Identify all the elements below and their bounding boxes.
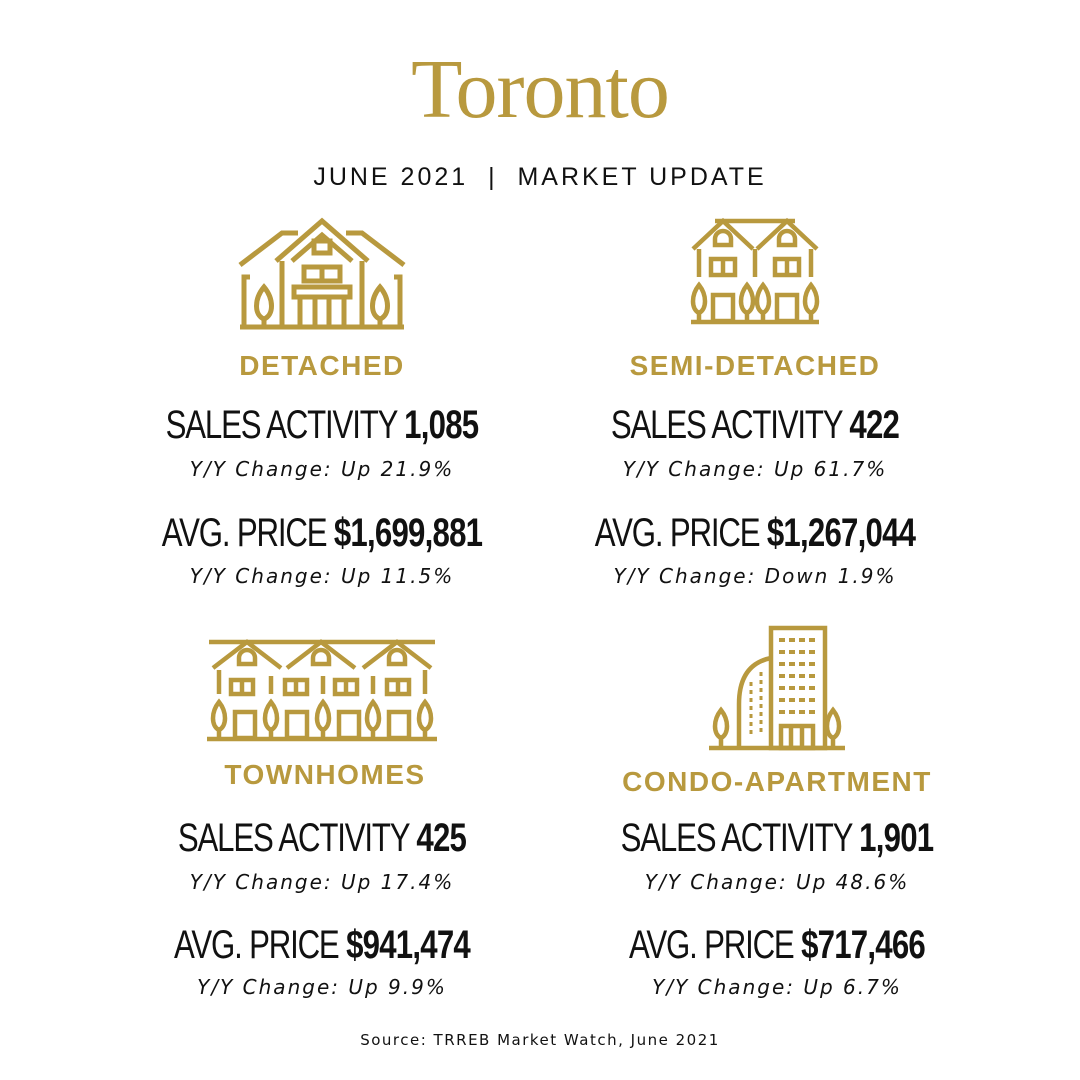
avg-price: AVG. PRICE $1,699,881 [158, 513, 486, 553]
source-note: Source: TRREB Market Watch, June 2021 [360, 1031, 720, 1049]
price-value: $1,267,044 [766, 511, 916, 555]
price-label: AVG. PRICE [594, 511, 761, 555]
card-condo-apartment: CONDO-APARTMENT SALES ACTIVITY 1,901 Y/Y… [567, 0, 987, 1080]
price-change: Y/Y Change: Up 6.7% [652, 975, 902, 999]
sales-change: Y/Y Change: Up 48.6% [644, 870, 910, 894]
sales-activity: SALES ACTIVITY 1,901 [613, 818, 941, 858]
page-title: Toronto [411, 43, 670, 136]
price-change: Y/Y Change: Down 1.9% [613, 564, 897, 588]
card-detached: DETACHED SALES ACTIVITY 1,085 Y/Y Change… [112, 0, 532, 1080]
sales-label: SALES ACTIVITY [177, 816, 410, 860]
sales-label: SALES ACTIVITY [610, 403, 843, 447]
sales-value: 1,085 [404, 403, 479, 447]
price-label: AVG. PRICE [161, 511, 328, 555]
avg-price: AVG. PRICE $1,267,044 [591, 513, 919, 553]
sales-value: 1,901 [859, 816, 934, 860]
sales-change: Y/Y Change: Up 21.9% [189, 457, 455, 481]
sales-activity: SALES ACTIVITY 422 [591, 405, 919, 445]
avg-price: AVG. PRICE $717,466 [613, 925, 941, 965]
card-townhomes: TOWNHOMES SALES ACTIVITY 425 Y/Y Change:… [112, 0, 532, 1080]
detached-house-icon [112, 215, 532, 338]
sales-activity: SALES ACTIVITY 425 [158, 818, 486, 858]
card-semi-detached: SEMI-DETACHED SALES ACTIVITY 422 Y/Y Cha… [545, 0, 965, 1080]
price-value: $1,699,881 [333, 511, 483, 555]
sales-value: 422 [849, 403, 900, 447]
price-label: AVG. PRICE [174, 923, 340, 967]
page-subtitle: JUNE 2021 | MARKET UPDATE [313, 163, 767, 191]
category-heading: SEMI-DETACHED [629, 350, 881, 381]
sales-value: 425 [416, 816, 467, 860]
price-change: Y/Y Change: Up 11.5% [189, 564, 455, 588]
townhomes-icon [112, 636, 532, 749]
avg-price: AVG. PRICE $941,474 [158, 925, 486, 965]
semi-detached-house-icon [545, 215, 965, 332]
sales-label: SALES ACTIVITY [165, 403, 398, 447]
category-heading: DETACHED [239, 350, 405, 381]
price-value: $717,466 [801, 923, 926, 967]
sales-activity: SALES ACTIVITY 1,085 [158, 405, 486, 445]
sales-change: Y/Y Change: Up 17.4% [189, 870, 455, 894]
condo-building-icon [567, 624, 987, 757]
category-heading: TOWNHOMES [224, 759, 426, 790]
price-value: $941,474 [346, 923, 471, 967]
category-heading: CONDO-APARTMENT [622, 766, 932, 797]
price-change: Y/Y Change: Up 9.9% [197, 975, 447, 999]
price-label: AVG. PRICE [629, 923, 795, 967]
sales-label: SALES ACTIVITY [620, 816, 853, 860]
sales-change: Y/Y Change: Up 61.7% [622, 457, 888, 481]
